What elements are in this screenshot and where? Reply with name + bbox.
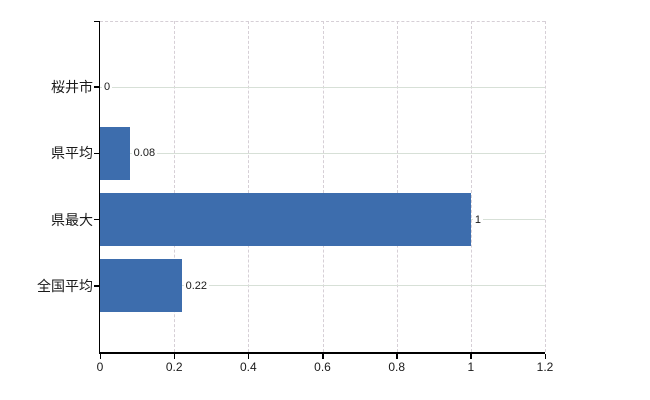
y-tick	[94, 218, 100, 221]
category-label: 県平均	[51, 145, 93, 162]
x-tick-label: 0.4	[239, 360, 257, 374]
category-label: 桜井市	[51, 79, 93, 96]
x-tick	[396, 354, 398, 359]
x-tick	[99, 354, 101, 359]
y-tick	[94, 86, 100, 88]
v-gridline	[545, 21, 546, 352]
value-label: 1	[472, 212, 483, 227]
v-gridline	[396, 21, 398, 352]
v-gridline	[174, 21, 176, 352]
v-gridline	[248, 21, 250, 352]
x-tick-label: 0.6	[314, 360, 331, 374]
x-tick-label: 1	[467, 360, 475, 374]
x-tick	[173, 354, 176, 359]
value-label: 0.08	[131, 146, 158, 161]
x-tick	[322, 354, 324, 359]
y-axis-line	[98, 21, 100, 354]
v-gridline	[322, 21, 324, 352]
bar	[100, 259, 182, 313]
bar	[100, 193, 471, 247]
category-label: 県最大	[51, 211, 93, 228]
v-gridline	[470, 21, 472, 352]
x-tick	[544, 354, 546, 359]
h-gridline	[100, 86, 545, 88]
x-tick-label: 1.2	[536, 360, 554, 374]
y-tick	[94, 20, 100, 22]
y-tick	[94, 285, 100, 287]
h-gridline	[100, 285, 545, 287]
value-label: 0.22	[183, 278, 209, 293]
x-tick-label: 0.8	[388, 360, 405, 374]
bar	[100, 126, 130, 180]
x-axis-line	[98, 352, 545, 354]
x-tick	[470, 354, 472, 359]
x-tick	[247, 354, 250, 359]
category-label: 全国平均	[37, 277, 93, 294]
x-tick-label: 0	[96, 360, 104, 374]
h-gridline	[100, 152, 545, 154]
y-tick	[94, 152, 100, 155]
value-label: 0	[102, 80, 113, 95]
x-tick-label: 0.2	[165, 360, 183, 374]
